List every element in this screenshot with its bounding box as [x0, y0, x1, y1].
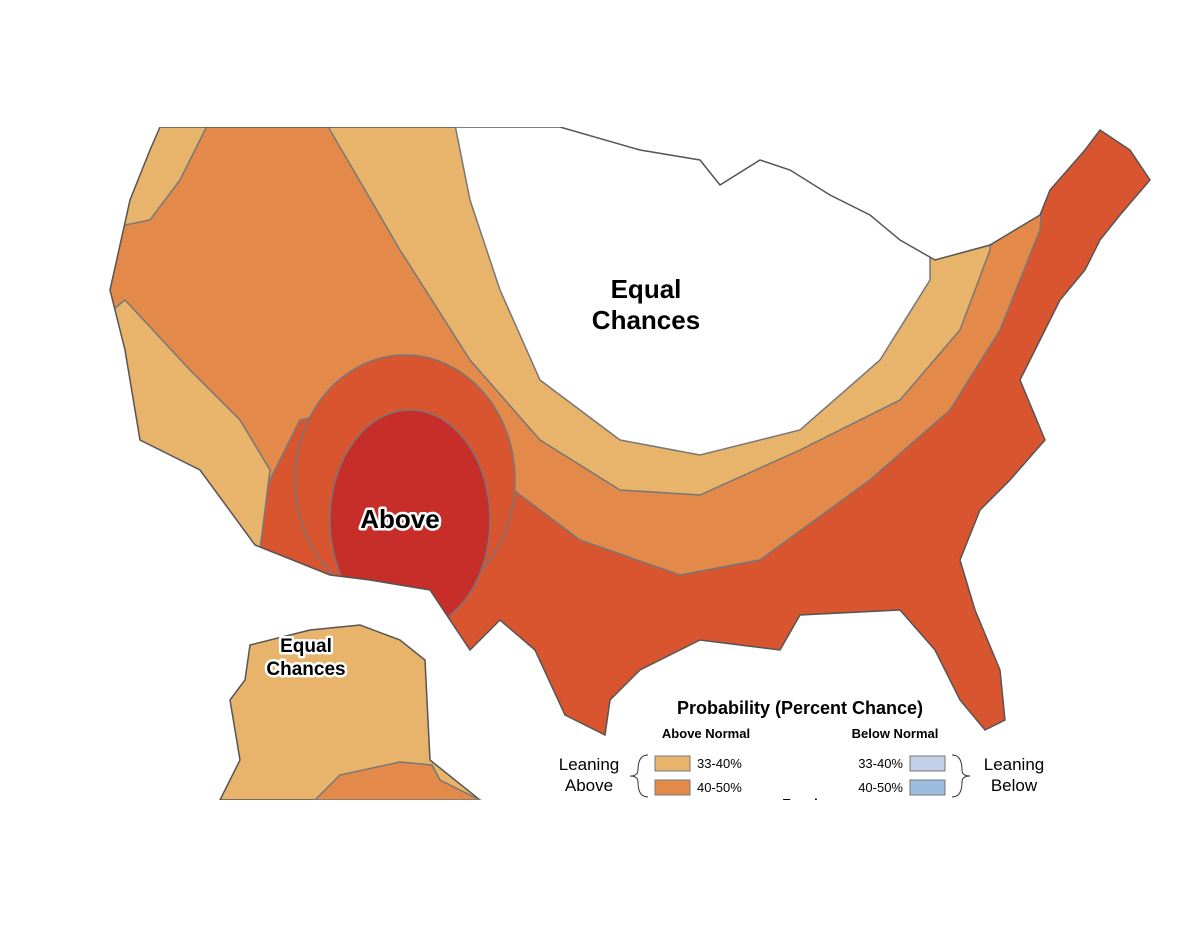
legend-group: Leaning — [559, 755, 620, 774]
legend-swatch — [909, 755, 946, 772]
region-label: Equal — [611, 274, 682, 304]
legend-header: Above Normal — [662, 726, 750, 741]
legend-label: 33-40% — [697, 756, 742, 771]
legend-label: 33-40% — [858, 756, 903, 771]
legend-group: Equal — [782, 796, 817, 811]
legend-label: 40-50% — [858, 780, 903, 795]
legend-swatch — [654, 779, 691, 796]
legend-group: Below — [991, 776, 1038, 795]
us-outline — [109, 127, 1151, 737]
brace — [951, 754, 971, 798]
alaska-zone — [313, 761, 481, 800]
region-label: Equal — [280, 636, 332, 657]
region-label: Above — [360, 504, 439, 534]
legend-swatch — [909, 779, 946, 796]
legend-swatch — [654, 755, 691, 772]
alaska — [219, 624, 482, 800]
legend-title: Probability (Percent Chance) — [677, 698, 923, 718]
legend-items: 33-40% 40-50% 33-40% 40-50% — [654, 755, 946, 796]
legend-group: Leaning — [984, 755, 1045, 774]
legend-label: 40-50% — [697, 780, 742, 795]
legend-group: Above — [565, 776, 613, 795]
brace — [629, 754, 649, 798]
legend-header: Below Normal — [852, 726, 939, 741]
region-label: Chances — [266, 659, 345, 680]
region-label: Chances — [592, 305, 700, 335]
